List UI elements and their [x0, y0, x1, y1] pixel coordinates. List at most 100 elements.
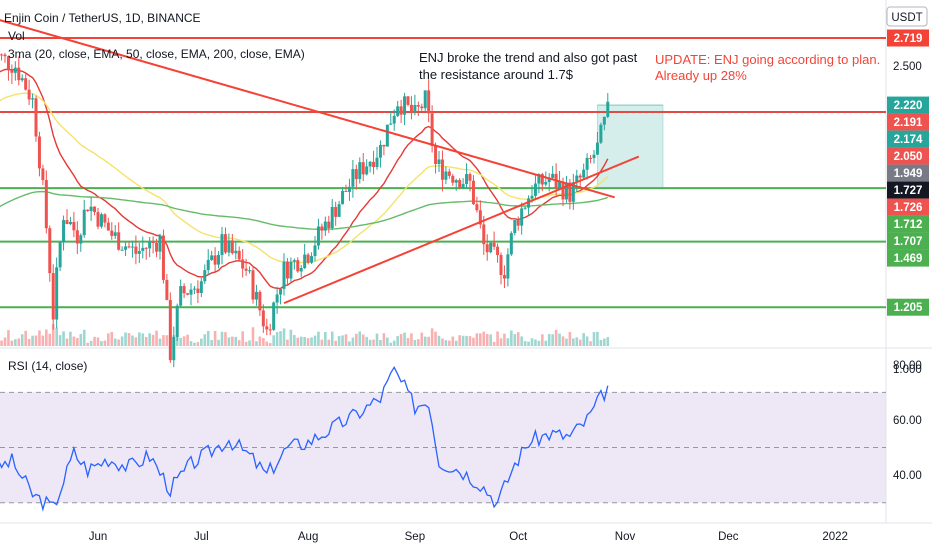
price-tag-box — [887, 164, 929, 182]
volume-bar — [558, 333, 561, 346]
volume-bar — [86, 342, 89, 346]
volume-bar — [79, 334, 83, 346]
volume-bar — [93, 336, 96, 346]
volume-bar — [231, 336, 234, 346]
candle-body — [599, 124, 603, 143]
currency-button[interactable]: USDT — [886, 6, 928, 27]
volume-bar — [45, 329, 48, 346]
candle-body — [230, 240, 234, 254]
rsi-label: RSI (14, close) — [8, 359, 87, 373]
candle-body — [96, 212, 100, 227]
candle-body — [203, 270, 207, 282]
candle-body — [117, 232, 121, 250]
volume-bar — [472, 337, 475, 346]
price-axis-tick: 1.000 — [893, 364, 922, 376]
candle-body — [130, 246, 134, 248]
volume-bar — [131, 335, 134, 346]
price-tag-box — [887, 232, 929, 250]
price-tag: 1.727 — [887, 181, 929, 199]
candle-body — [344, 190, 348, 192]
candle-body — [489, 242, 493, 253]
volume-bar — [344, 334, 348, 346]
candle-body — [199, 281, 203, 293]
price-tag-label: 1.205 — [894, 302, 923, 314]
candle-body — [62, 220, 66, 243]
candle-body — [151, 241, 155, 244]
volume-bar — [196, 342, 200, 346]
volume-bar — [544, 340, 548, 346]
volume-bar — [69, 331, 72, 346]
volume-bar — [413, 339, 417, 346]
price-tag: 2.719 — [887, 29, 929, 47]
volume-bar — [14, 339, 17, 346]
volume-bar — [165, 335, 169, 346]
candle-body — [437, 159, 441, 164]
annotation-update-line1: UPDATE: ENJ going according to plan. — [655, 52, 880, 67]
candle-body — [10, 69, 14, 73]
volume-bar — [358, 331, 362, 346]
candle-body — [440, 159, 444, 180]
volume-bar — [503, 333, 506, 346]
candle-body — [3, 54, 7, 57]
candle-body — [471, 180, 475, 205]
volume-bar — [141, 333, 145, 346]
volume-bar — [17, 338, 21, 346]
candle-body — [51, 273, 55, 320]
candle-body — [365, 166, 369, 175]
candle-body — [589, 157, 593, 159]
volume-bar — [572, 338, 575, 346]
price-tag-label: 2.191 — [894, 117, 923, 129]
candle-body — [127, 246, 131, 248]
volume-bar — [496, 331, 499, 346]
candle-body — [347, 186, 351, 192]
volume-bar — [282, 328, 286, 346]
grid-layer — [0, 0, 932, 524]
volume-bar — [458, 335, 461, 346]
volume-bar — [547, 333, 551, 346]
candle-body — [320, 226, 324, 231]
candle-body — [427, 90, 431, 114]
volume-bar — [461, 335, 465, 346]
volume-bar — [117, 339, 120, 346]
ascending-trendline — [283, 155, 640, 305]
volume-bar — [82, 329, 86, 346]
volume-bar — [206, 330, 210, 346]
ema-200-line — [0, 190, 609, 230]
trendlines-layer[interactable] — [0, 17, 640, 305]
candle-body — [561, 181, 565, 200]
candle-body — [299, 268, 303, 272]
candle-body — [120, 249, 124, 251]
candle-body — [372, 161, 376, 168]
volume-bar — [100, 341, 103, 346]
horizontal-lines-layer — [0, 37, 886, 309]
ema-50-line — [0, 92, 609, 264]
candle-body — [571, 182, 575, 202]
volume-bar — [241, 331, 244, 346]
candle-body — [103, 214, 107, 223]
candle-body — [75, 230, 79, 244]
volume-bar — [475, 333, 479, 346]
candle-body — [523, 207, 527, 209]
candle-body — [172, 336, 176, 361]
volume-bar — [355, 333, 358, 346]
candle-body — [223, 234, 227, 253]
volume-label: Vol — [8, 29, 25, 43]
price-tag: 1.205 — [887, 298, 929, 316]
volume-bar — [348, 341, 351, 346]
candle-body — [168, 299, 172, 361]
volume-bar — [386, 337, 389, 346]
volume-bar — [31, 335, 34, 346]
volume-bar — [0, 340, 3, 346]
volume-bar — [227, 337, 231, 346]
candle-body — [79, 235, 83, 244]
volume-bar — [406, 338, 410, 346]
volume-bar — [286, 339, 289, 346]
candle-body — [182, 286, 186, 294]
candle-body — [106, 222, 110, 231]
candle-body — [227, 240, 231, 253]
annotation-note-line1: ENJ broke the trend and also got past — [419, 50, 638, 65]
candle-body — [41, 168, 45, 181]
candle-body — [179, 286, 183, 306]
volume-bar — [599, 339, 603, 346]
